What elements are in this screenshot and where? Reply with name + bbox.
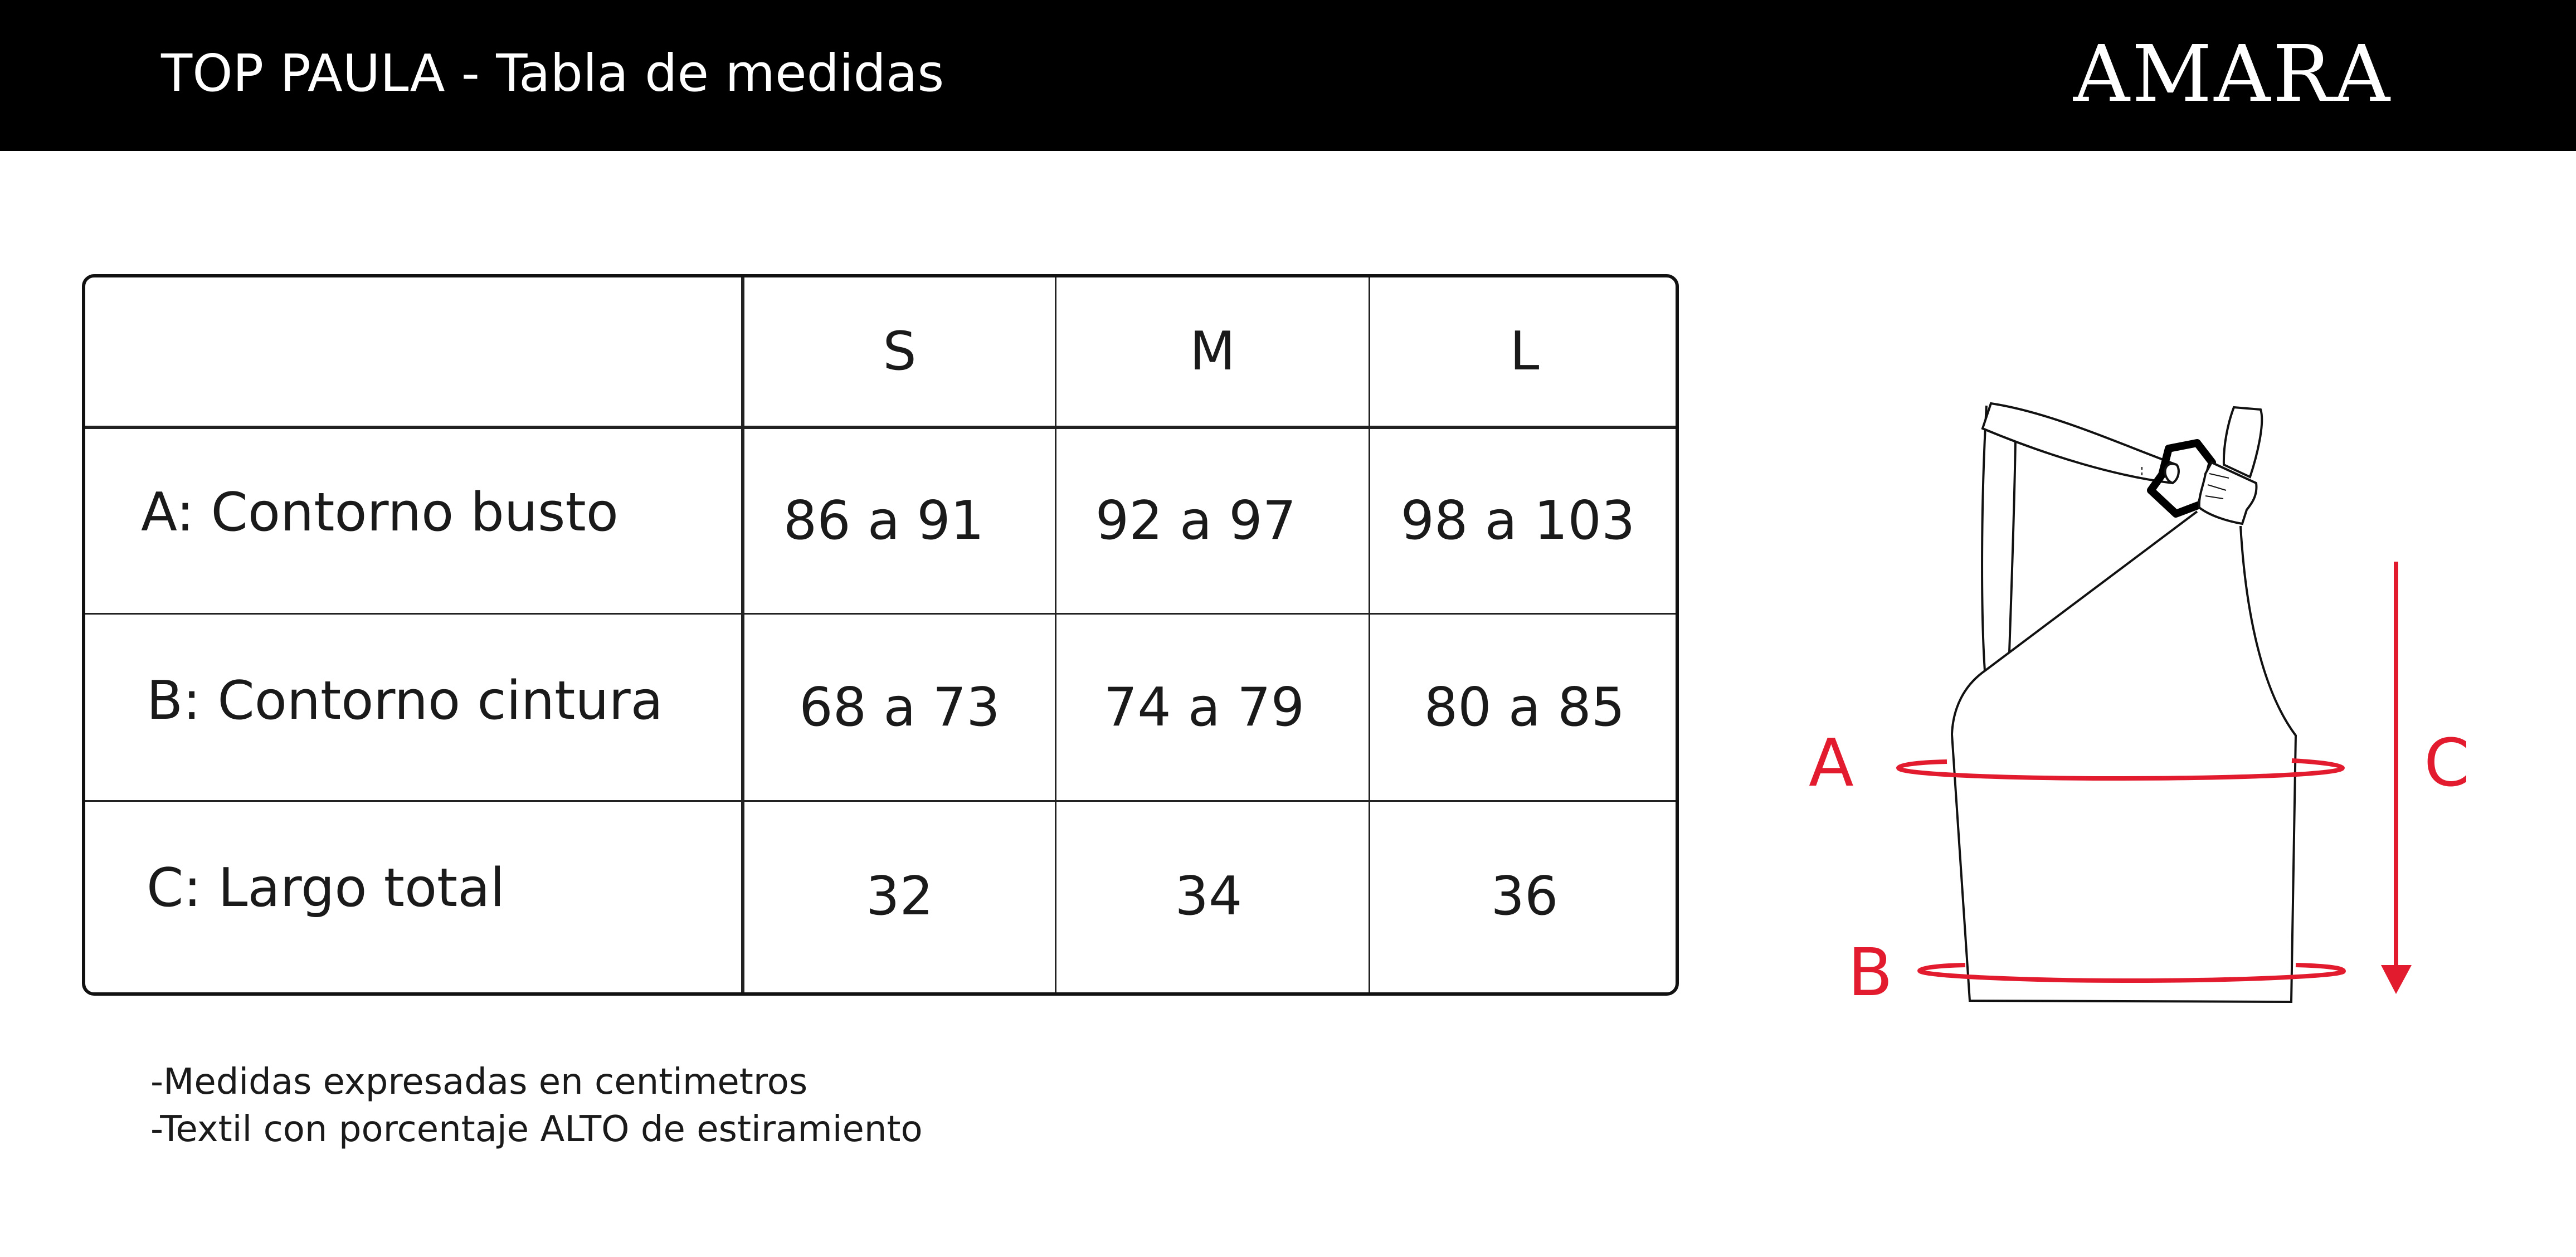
cell-waist-m: 74 a 79: [1103, 676, 1305, 738]
row-label-waist: B: Contorno cintura: [147, 670, 663, 732]
page-title: TOP PAULA - Tabla de medidas: [161, 43, 944, 103]
cell-bust-m: 92 a 97: [1095, 490, 1297, 552]
note-stretch: -Textil con porcentaje ALTO de estiramie…: [150, 1109, 923, 1150]
label-b: B: [1848, 934, 1893, 1011]
arrow-down-icon: [2381, 965, 2412, 994]
size-table: S M L A: Contorno busto 86 a 91 92 a 97 …: [82, 274, 1679, 996]
cell-waist-l: 80 a 85: [1424, 676, 1625, 738]
label-a: A: [1809, 724, 1854, 801]
cell-length-s: 32: [866, 866, 933, 927]
cell-length-m: 34: [1175, 866, 1243, 927]
column-header-m: M: [1190, 321, 1235, 382]
note-units: -Medidas expresadas en centimetros: [150, 1061, 808, 1103]
cell-waist-s: 68 a 73: [799, 676, 1000, 738]
brand-logo: AMARA: [2073, 29, 2392, 120]
column-header-l: L: [1509, 321, 1540, 382]
measure-marks: [1896, 562, 2398, 983]
row-label-bust: A: Contorno busto: [141, 482, 619, 543]
cell-length-l: 36: [1491, 866, 1559, 927]
column-header-s: S: [883, 321, 917, 382]
header-bar: TOP PAULA - Tabla de medidas AMARA: [0, 0, 2576, 151]
cell-bust-l: 98 a 103: [1400, 490, 1635, 552]
label-c: C: [2424, 724, 2470, 801]
row-label-length: C: Largo total: [147, 858, 505, 919]
cell-bust-s: 86 a 91: [783, 490, 985, 552]
